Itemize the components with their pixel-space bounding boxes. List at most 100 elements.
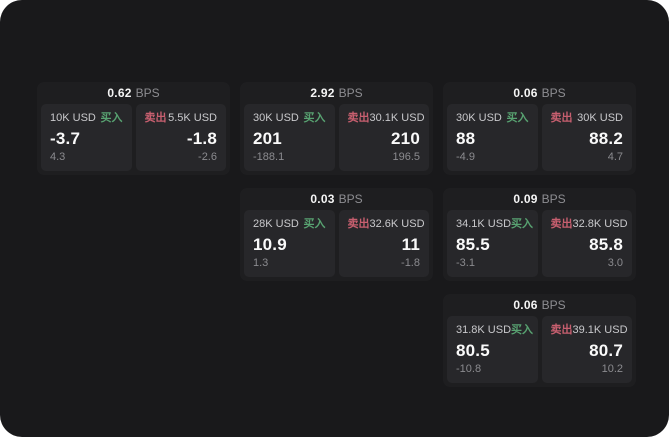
sell-notional: 5.5K USD (168, 112, 217, 124)
sell-panel[interactable]: 卖出 39.1K USD 80.7 10.2 (541, 316, 632, 383)
sell-side-label: 卖出 (550, 218, 573, 230)
quote-card[interactable]: 2.92 BPS 30K USD 买入 201 -188.1 卖出 30.1K … (240, 82, 433, 175)
buy-panel[interactable]: 31.8K USD 买入 80.5 -10.8 (447, 316, 538, 383)
buy-sell-panels: 10K USD 买入 -3.7 4.3 卖出 5.5K USD -1.8 -2.… (41, 104, 226, 171)
buy-delta: -188.1 (253, 151, 285, 163)
buy-panel[interactable]: 28K USD 买入 10.9 1.3 (244, 210, 335, 277)
buy-notional: 28K USD (253, 218, 299, 230)
buy-sell-panels: 30K USD 买入 88 -4.9 卖出 30K USD 88.2 4.7 (447, 104, 632, 171)
sell-panel-top: 卖出 5.5K USD (145, 112, 218, 125)
quote-card[interactable]: 0.62 BPS 10K USD 买入 -3.7 4.3 卖出 5.5K USD… (37, 82, 230, 175)
sell-price: -1.8 (186, 128, 217, 148)
sell-price: 80.7 (589, 340, 623, 360)
sell-panel-top: 卖出 30.1K USD (347, 112, 425, 125)
card-header: 0.06 BPS (447, 82, 632, 104)
card-header: 0.62 BPS (41, 82, 226, 104)
sell-price: 210 (391, 128, 420, 148)
sell-delta: 196.5 (392, 151, 420, 163)
sell-delta: -1.8 (401, 257, 420, 269)
buy-price: -3.7 (50, 128, 81, 148)
card-header: 0.09 BPS (447, 188, 632, 210)
buy-notional: 30K USD (253, 112, 299, 124)
buy-delta: -4.9 (456, 151, 475, 163)
buy-sell-panels: 28K USD 买入 10.9 1.3 卖出 32.6K USD 11 -1.8 (244, 210, 429, 277)
buy-side-label: 买入 (511, 324, 534, 336)
buy-panel[interactable]: 30K USD 买入 88 -4.9 (447, 104, 538, 171)
card-header: 0.03 BPS (244, 188, 429, 210)
sell-delta: -2.6 (198, 151, 217, 163)
sell-side-label: 卖出 (550, 112, 573, 124)
buy-delta: 1.3 (253, 257, 269, 269)
sell-panel-top: 卖出 32.6K USD (347, 218, 425, 231)
sell-side-label: 卖出 (550, 324, 573, 336)
buy-panel[interactable]: 30K USD 买入 201 -188.1 (244, 104, 335, 171)
buy-panel-top: 30K USD 买入 (253, 112, 326, 125)
buy-notional: 31.8K USD (456, 324, 512, 336)
buy-price: 201 (253, 128, 282, 148)
card-header: 0.06 BPS (447, 294, 632, 316)
sell-price: 11 (401, 234, 420, 254)
buy-side-label: 买入 (100, 112, 123, 124)
sell-price: 88.2 (589, 128, 623, 148)
bps-value: 0.03 (310, 192, 335, 206)
buy-sell-panels: 31.8K USD 买入 80.5 -10.8 卖出 39.1K USD 80.… (447, 316, 632, 383)
buy-notional: 30K USD (456, 112, 502, 124)
sell-notional: 39.1K USD (572, 324, 628, 336)
buy-panel-top: 34.1K USD 买入 (456, 218, 533, 231)
buy-price: 80.5 (456, 340, 490, 360)
quote-grid: 0.62 BPS 10K USD 买入 -3.7 4.3 卖出 5.5K USD… (37, 82, 636, 387)
buy-panel[interactable]: 34.1K USD 买入 85.5 -3.1 (447, 210, 538, 277)
quote-card[interactable]: 0.06 BPS 30K USD 买入 88 -4.9 卖出 30K USD 8… (443, 82, 636, 175)
buy-price: 88 (456, 128, 476, 148)
buy-sell-panels: 30K USD 买入 201 -188.1 卖出 30.1K USD 210 1… (244, 104, 429, 171)
buy-panel-top: 28K USD 买入 (253, 218, 326, 231)
sell-delta: 4.7 (607, 151, 623, 163)
buy-panel-top: 10K USD 买入 (50, 112, 123, 125)
bps-value: 2.92 (310, 86, 335, 100)
buy-panel-top: 30K USD 买入 (456, 112, 529, 125)
quote-card[interactable]: 0.03 BPS 28K USD 买入 10.9 1.3 卖出 32.6K US… (240, 188, 433, 281)
sell-side-label: 卖出 (144, 112, 167, 124)
sell-side-label: 卖出 (347, 218, 370, 230)
sell-delta: 3.0 (607, 257, 623, 269)
sell-panel-top: 卖出 30K USD (551, 112, 624, 125)
buy-delta: 4.3 (50, 151, 66, 163)
buy-panel-top: 31.8K USD 买入 (456, 324, 533, 337)
quote-card[interactable]: 0.06 BPS 31.8K USD 买入 80.5 -10.8 卖出 39.1… (443, 294, 636, 387)
quote-card[interactable]: 0.09 BPS 34.1K USD 买入 85.5 -3.1 卖出 32.8K… (443, 188, 636, 281)
bps-label: BPS (541, 192, 566, 206)
buy-price: 10.9 (253, 234, 287, 254)
buy-side-label: 买入 (303, 218, 326, 230)
bps-value: 0.06 (513, 86, 538, 100)
sell-panel[interactable]: 卖出 30K USD 88.2 4.7 (541, 104, 632, 171)
sell-delta: 10.2 (601, 363, 623, 375)
sell-panel[interactable]: 卖出 32.8K USD 85.8 3.0 (541, 210, 632, 277)
sell-panel-top: 卖出 32.8K USD (550, 218, 628, 231)
sell-panel[interactable]: 卖出 32.6K USD 11 -1.8 (338, 210, 429, 277)
buy-sell-panels: 34.1K USD 买入 85.5 -3.1 卖出 32.8K USD 85.8… (447, 210, 632, 277)
buy-delta: -3.1 (456, 257, 475, 269)
buy-panel[interactable]: 10K USD 买入 -3.7 4.3 (41, 104, 132, 171)
buy-side-label: 买入 (303, 112, 326, 124)
buy-side-label: 买入 (511, 218, 534, 230)
bps-label: BPS (541, 86, 566, 100)
card-header: 2.92 BPS (244, 82, 429, 104)
sell-notional: 30.1K USD (369, 112, 425, 124)
sell-panel[interactable]: 卖出 5.5K USD -1.8 -2.6 (135, 104, 226, 171)
buy-notional: 34.1K USD (456, 218, 512, 230)
bps-label: BPS (338, 192, 363, 206)
bps-label: BPS (338, 86, 363, 100)
bps-label: BPS (135, 86, 160, 100)
buy-price: 85.5 (456, 234, 490, 254)
sell-notional: 32.8K USD (572, 218, 628, 230)
buy-notional: 10K USD (50, 112, 96, 124)
buy-side-label: 买入 (506, 112, 529, 124)
bps-value: 0.09 (513, 192, 538, 206)
sell-panel[interactable]: 卖出 30.1K USD 210 196.5 (338, 104, 429, 171)
sell-notional: 30K USD (577, 112, 623, 124)
bps-label: BPS (541, 298, 566, 312)
sell-notional: 32.6K USD (369, 218, 425, 230)
sell-panel-top: 卖出 39.1K USD (550, 324, 628, 337)
sell-side-label: 卖出 (347, 112, 370, 124)
